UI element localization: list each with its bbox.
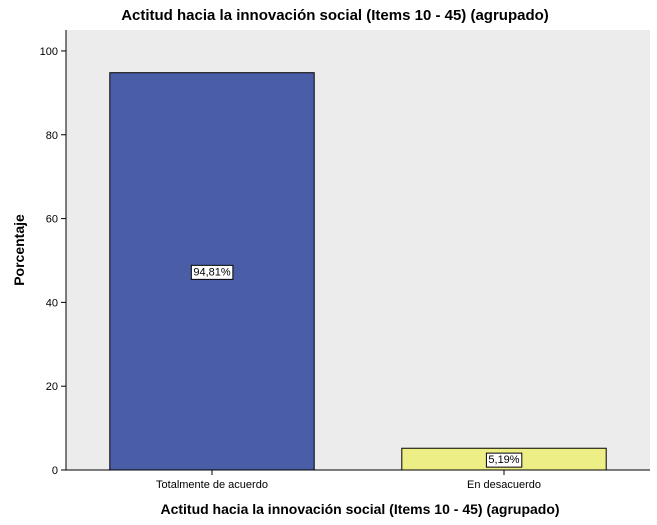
x-tick-label-totalmente-de-acuerdo: Totalmente de acuerdo xyxy=(156,479,268,491)
y-tick-label-20: 20 xyxy=(46,381,58,393)
data-labels-group: 94,81% 5,19% xyxy=(190,264,523,468)
y-tick-label-40: 40 xyxy=(46,297,58,309)
x-axis-title: Actitud hacia la innovación social (Item… xyxy=(160,501,559,517)
data-label-totalmente-de-acuerdo: 94,81% xyxy=(193,266,231,278)
y-axis-title: Porcentaje xyxy=(11,214,27,286)
y-tick-label-60: 60 xyxy=(46,214,58,226)
y-axis-ticks: 0 20 40 60 80 100 xyxy=(40,46,66,477)
data-label-box-en-desacuerdo xyxy=(485,452,523,468)
y-tick-label-100: 100 xyxy=(40,46,58,58)
data-label-box-totalmente-de-acuerdo xyxy=(190,264,234,280)
y-tick-label-0: 0 xyxy=(52,465,58,477)
y-tick-label-80: 80 xyxy=(46,130,58,142)
x-axis-ticks: Totalmente de acuerdo En desacuerdo xyxy=(156,470,541,491)
data-label-en-desacuerdo: 5,19% xyxy=(488,454,519,466)
chart-title: Actitud hacia la innovación social (Item… xyxy=(121,7,549,24)
x-tick-label-en-desacuerdo: En desacuerdo xyxy=(467,479,541,491)
